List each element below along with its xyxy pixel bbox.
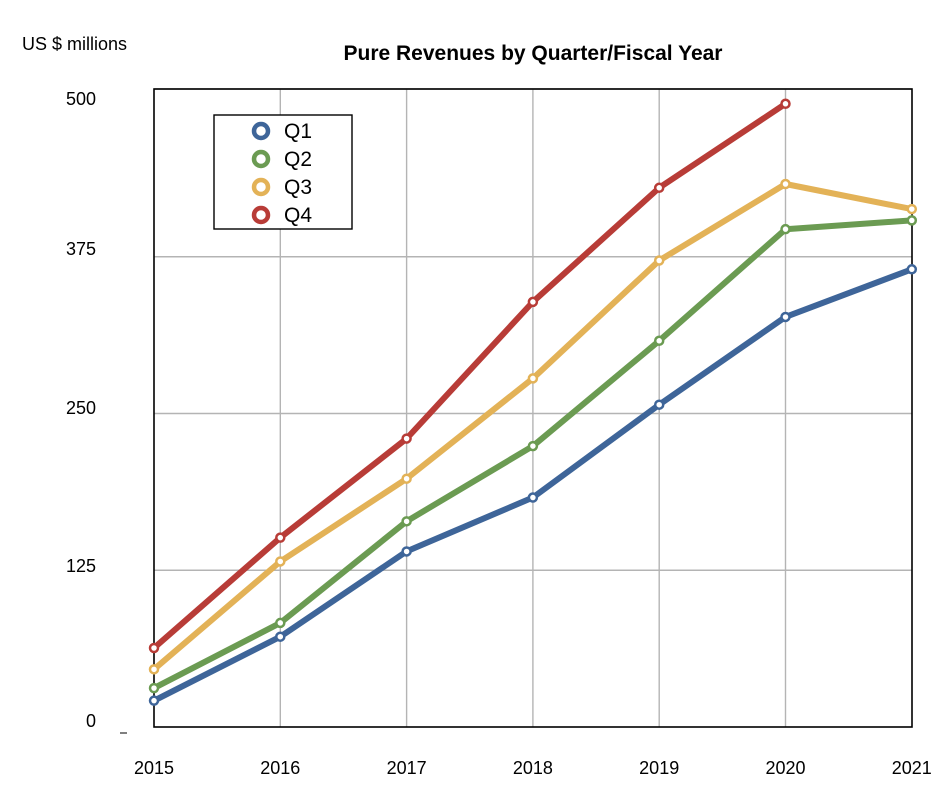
- data-point: [527, 492, 539, 503]
- legend-marker: [251, 149, 271, 169]
- x-tick-label: 2021: [892, 758, 932, 778]
- data-point: [401, 546, 412, 557]
- data-point: [527, 373, 539, 384]
- series-q1: [148, 264, 918, 706]
- legend-marker: [251, 177, 271, 197]
- series-lines: [148, 98, 918, 706]
- legend-label: Q2: [284, 148, 312, 171]
- y-tick-label: 125: [66, 556, 96, 576]
- series-q3: [148, 178, 918, 675]
- legend: Q1 Q2 Q3 Q4: [213, 114, 353, 230]
- legend-label: Q4: [284, 204, 312, 227]
- y-tick-label: 375: [66, 239, 96, 259]
- data-point: [653, 255, 665, 266]
- data-point: [148, 664, 160, 675]
- series-q2: [148, 215, 918, 694]
- legend-marker: [251, 205, 271, 225]
- data-point: [906, 203, 918, 215]
- data-point: [527, 440, 539, 452]
- x-tick-label: 2020: [765, 758, 805, 778]
- legend-box: [213, 114, 353, 230]
- x-tick-label: 2016: [260, 758, 300, 778]
- series-q4: [148, 98, 791, 654]
- y-axis-unit-label: US $ millions: [22, 34, 127, 54]
- data-point: [780, 178, 791, 190]
- data-point: [148, 642, 160, 654]
- chart-title: Pure Revenues by Quarter/Fiscal Year: [344, 42, 723, 65]
- y-axis-tick-labels: 0 125 250 375 500: [66, 89, 96, 731]
- legend-label: Q3: [284, 176, 312, 199]
- data-point: [275, 631, 286, 642]
- data-point: [906, 264, 918, 275]
- data-point: [527, 296, 539, 308]
- data-point: [653, 335, 665, 347]
- y-tick-label: 250: [66, 398, 96, 418]
- x-tick-label: 2018: [513, 758, 553, 778]
- data-point: [148, 695, 160, 706]
- data-point: [401, 473, 412, 484]
- data-point: [653, 182, 665, 194]
- data-point: [780, 98, 791, 110]
- data-point: [906, 215, 918, 226]
- data-point: [275, 556, 286, 567]
- legend-marker: [251, 121, 271, 141]
- plot-area-frame: [153, 88, 913, 728]
- legend-label: Q1: [284, 120, 312, 143]
- data-point: [653, 399, 665, 410]
- data-point: [275, 532, 286, 543]
- data-point: [275, 617, 286, 629]
- data-point: [401, 433, 412, 444]
- series-line-q4: [151, 100, 789, 651]
- x-tick-label: 2015: [134, 758, 174, 778]
- data-point: [148, 682, 160, 694]
- data-point: [780, 223, 791, 235]
- data-point: [780, 311, 791, 323]
- x-tick-label: 2019: [639, 758, 679, 778]
- x-axis-tick-labels: 2015 2016 2017 2018 2019 2020 2021: [134, 758, 932, 778]
- data-point: [401, 516, 412, 527]
- y-tick-label: 500: [66, 89, 96, 109]
- y-tick-label: 0: [86, 711, 96, 731]
- x-tick-label: 2017: [387, 758, 427, 778]
